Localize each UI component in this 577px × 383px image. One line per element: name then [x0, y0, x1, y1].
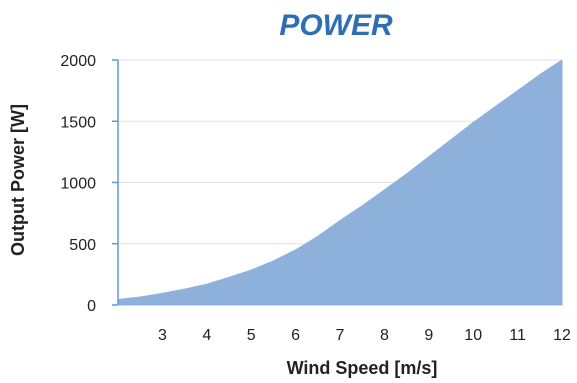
x-axis-title: Wind Speed [m/s] [287, 358, 438, 378]
y-tick-label: 1000 [60, 176, 96, 193]
x-tick-label: 3 [158, 327, 167, 344]
y-tick-label: 0 [87, 298, 96, 315]
x-tick-label: 7 [336, 327, 345, 344]
x-tick-label: 5 [247, 327, 256, 344]
y-axis-ticks: 0 500 1000 1500 2000 [60, 53, 118, 315]
y-tick-label: 500 [69, 237, 96, 254]
y-tick-label: 2000 [60, 53, 96, 70]
y-tick-label: 1500 [60, 114, 96, 131]
x-axis-ticks: 3 4 5 6 7 8 9 10 11 12 [158, 327, 571, 344]
y-axis-title: Output Power [W] [8, 104, 28, 256]
x-tick-label: 11 [509, 327, 526, 344]
x-tick-label: 10 [464, 327, 482, 344]
x-tick-label: 12 [553, 327, 571, 344]
x-tick-label: 4 [202, 327, 211, 344]
chart-title: POWER [279, 9, 393, 42]
x-tick-label: 6 [291, 327, 300, 344]
x-tick-label: 9 [424, 327, 433, 344]
power-area-series [117, 59, 563, 306]
x-tick-label: 8 [380, 327, 389, 344]
